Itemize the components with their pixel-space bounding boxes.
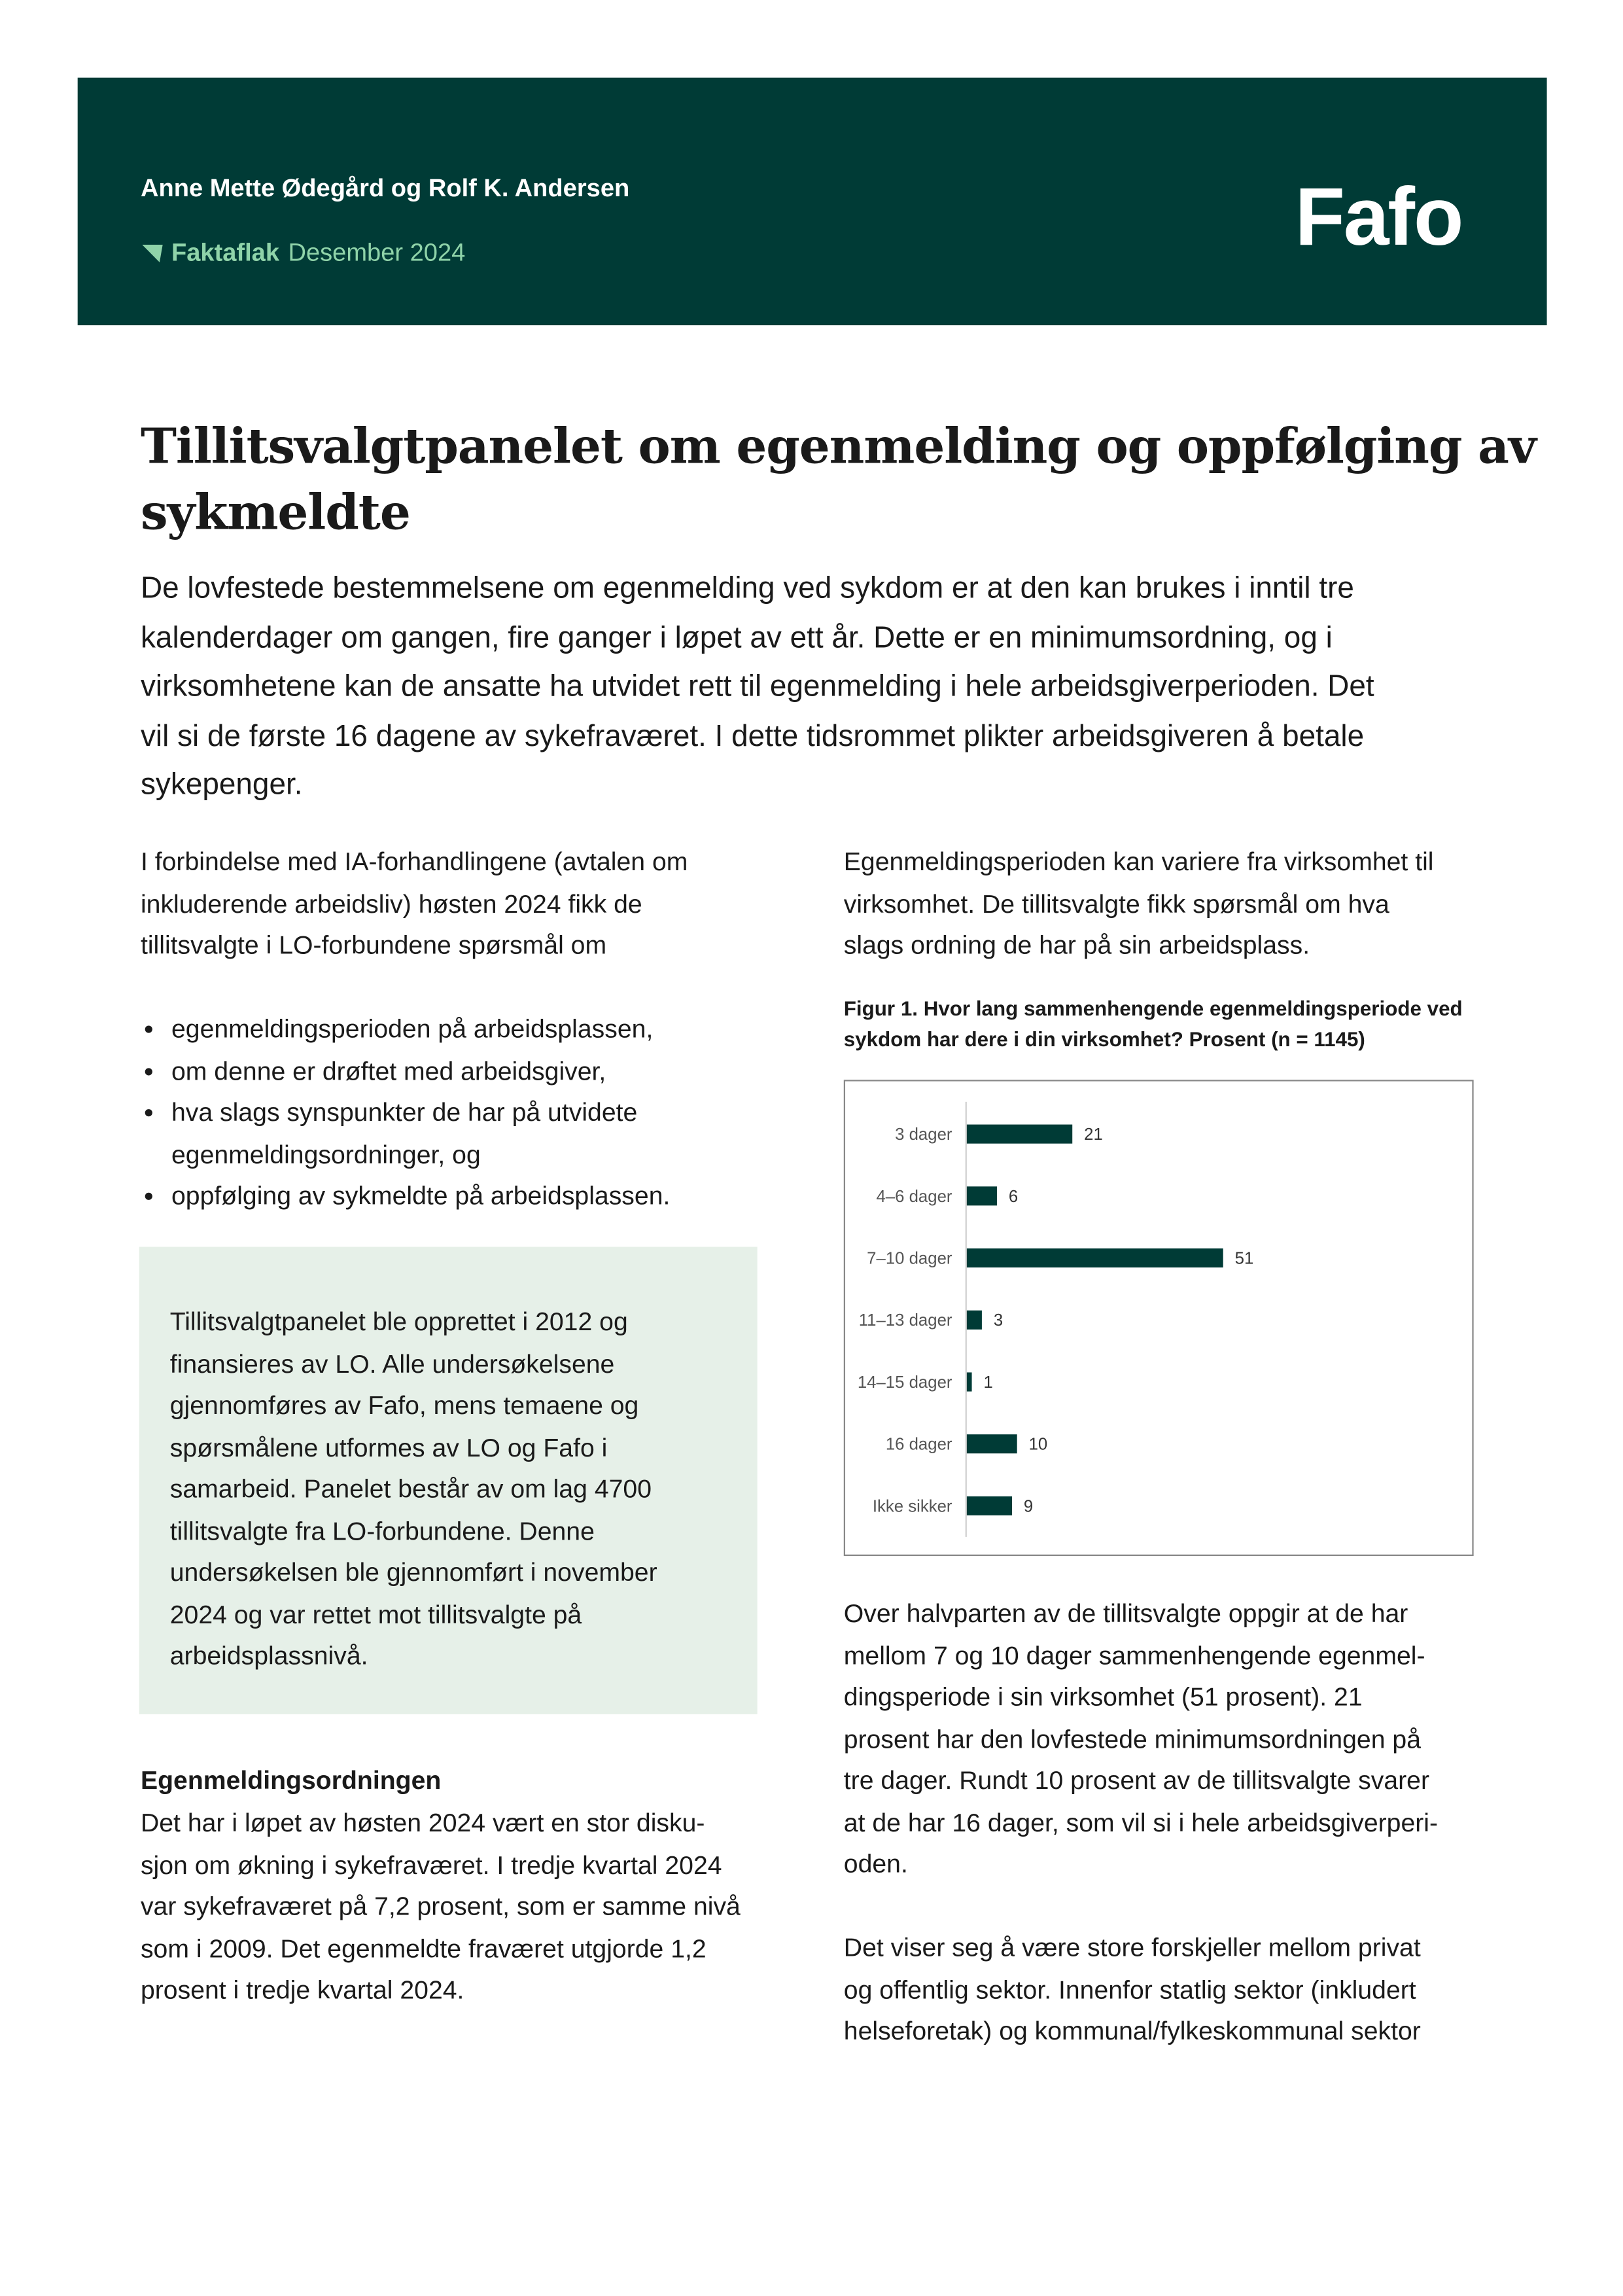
text-line: Det viser seg å være store forskjeller m… xyxy=(843,1932,1421,1962)
category-label: 16 dager xyxy=(886,1436,952,1454)
list-item: egenmeldingsperioden på arbeidsplassen, xyxy=(141,1008,670,1050)
bar xyxy=(966,1372,972,1392)
publication-date: Desember 2024 xyxy=(288,238,466,267)
text-line: De lovfestede bestemmelsene om egenmeldi… xyxy=(140,571,1354,605)
chart-frame: 3 dager 21 4–6 dager 6 7–10 dager 51 11–13 dag… xyxy=(843,1080,1474,1557)
text-line: Egenmeldingsperioden kan variere fra vir… xyxy=(843,847,1434,877)
text-line: slags ordning de har på sin arbeidsplass… xyxy=(843,930,1310,960)
text-line: mellom 7 og 10 dager sammenhengende egen… xyxy=(843,1640,1425,1670)
text-line: Over halvparten av de tillitsvalgte oppg… xyxy=(843,1598,1408,1628)
text-line: at de har 16 dager, som vil si i hele ar… xyxy=(843,1807,1439,1837)
value-label: 6 xyxy=(1009,1188,1018,1206)
text-line: Det har i løpet av høsten 2024 vært en s… xyxy=(140,1808,705,1837)
bullet-icon xyxy=(145,1109,152,1117)
authors: Anne Mette Ødegård og Rolf K. Andersen xyxy=(140,174,630,203)
page-title: Tillitsvalgtpanelet om egenmelding og op… xyxy=(140,413,1537,545)
text-line: virksomhetene kan de ansatte ha utvidet … xyxy=(140,669,1374,704)
text-line: Tillitsvalgtpanelet ble opprettet i 2012… xyxy=(169,1307,628,1337)
category-label: 11–13 dager xyxy=(859,1311,952,1330)
text-line: samarbeid. Panelet består av om lag 4700 xyxy=(169,1474,652,1504)
bar xyxy=(966,1186,997,1206)
list-item-text: oppfølging av sykmeldte på arbeidsplasse… xyxy=(171,1180,671,1210)
list-item: hva slags synspunkter de har på utvidete… xyxy=(141,1091,670,1175)
left-paragraph-2: Det har i løpet av høsten 2024 vært en s… xyxy=(141,1802,741,2011)
text-line: tillitsvalgte i LO-forbundene spørsmål o… xyxy=(140,930,607,960)
title-line: Tillitsvalgtpanelet om egenmelding og op… xyxy=(140,417,1537,475)
text-line: som i 2009. Det egenmeldte fraværet utgj… xyxy=(140,1933,707,1963)
value-label: 9 xyxy=(1024,1497,1033,1515)
right-paragraph-2: Over halvparten av de tillitsvalgte oppg… xyxy=(844,1593,1438,1885)
text-line: I forbindelse med IA-forhandlingene (avt… xyxy=(140,847,688,877)
text-line: og offentlig sektor. Innenfor statlig se… xyxy=(843,1974,1416,2004)
category-label: 14–15 dager xyxy=(858,1373,952,1392)
info-box-text: Tillitsvalgtpanelet ble opprettet i 2012… xyxy=(170,1301,657,1676)
category-label: 4–6 dager xyxy=(876,1188,952,1206)
list-item-text: egenmeldingsperioden på arbeidsplassen, xyxy=(171,1014,654,1044)
text-line: prosent i tredje kvartal 2024. xyxy=(140,1975,464,2005)
list-item: oppfølging av sykmeldte på arbeidsplasse… xyxy=(141,1175,670,1217)
left-paragraph-1: I forbindelse med IA-forhandlingene (avt… xyxy=(141,841,688,966)
section-heading: Egenmeldingsordningen xyxy=(140,1765,442,1795)
category-label: Ikke sikker xyxy=(873,1497,952,1515)
value-label: 3 xyxy=(994,1311,1003,1330)
category-label: 3 dager xyxy=(895,1125,952,1144)
text-line: undersøkelsen ble gjennomført i november xyxy=(169,1557,657,1587)
value-label: 1 xyxy=(983,1373,992,1392)
text-line: virksomhet. De tillitsvalgte fikk spørsm… xyxy=(843,889,1389,918)
value-label: 10 xyxy=(1029,1436,1048,1454)
bar xyxy=(966,1496,1013,1516)
intro-paragraph: De lovfestede bestemmelsene om egenmeldi… xyxy=(141,564,1374,810)
right-paragraph-3: Det viser seg å være store forskjeller m… xyxy=(844,1927,1421,2052)
text-line: sykepenger. xyxy=(140,768,303,802)
text-line: tillitsvalgte fra LO-forbundene. Denne xyxy=(169,1515,595,1545)
text-line: prosent har den lovfestede minimumsordni… xyxy=(843,1723,1421,1754)
text-line: gjennomføres av Fafo, mens temaene og xyxy=(169,1390,639,1420)
text-line: dingsperiode i sin virksomhet (51 prosen… xyxy=(843,1682,1363,1712)
series-line: Faktaflak Desember 2024 xyxy=(139,238,466,268)
triangle-icon xyxy=(139,244,163,262)
text-line: helseforetak) og kommunal/fylkeskommunal… xyxy=(843,2016,1421,2045)
list-item-text: hva slags synspunkter de har på utvidete xyxy=(171,1097,638,1127)
category-label: 7–10 dager xyxy=(867,1250,952,1268)
caption-line: sykdom har dere i din virksomhet? Prosen… xyxy=(843,1026,1365,1050)
bullet-list: egenmeldingsperioden på arbeidsplassen, o… xyxy=(141,1008,670,1217)
bullet-icon xyxy=(145,1025,152,1033)
bullet-icon xyxy=(145,1067,152,1075)
value-label: 21 xyxy=(1084,1125,1103,1144)
text-line: spørsmålene utformes av LO og Fafo i xyxy=(169,1432,608,1462)
caption-line: Figur 1. Hvor lang sammenhengende egenme… xyxy=(843,996,1463,1020)
text-line: finansieres av LO. Alle undersøkelsene xyxy=(169,1349,615,1378)
figure-caption: Figur 1. Hvor lang sammenhengende egenme… xyxy=(844,993,1463,1053)
list-item: om denne er drøftet med arbeidsgiver, xyxy=(141,1050,670,1091)
list-item-text: egenmeldingsordninger, og xyxy=(171,1139,481,1169)
text-line: inkluderende arbeidsliv) høsten 2024 fik… xyxy=(140,889,642,918)
bar xyxy=(966,1310,982,1330)
bar xyxy=(966,1248,1223,1268)
text-line: tre dager. Rundt 10 prosent av de tillit… xyxy=(843,1765,1430,1795)
bar xyxy=(966,1124,1073,1144)
value-label: 51 xyxy=(1235,1250,1254,1268)
bar xyxy=(966,1434,1017,1454)
text-line: 2024 og var rettet mot tillitsvalgte på xyxy=(169,1599,582,1629)
list-item-text: om denne er drøftet med arbeidsgiver, xyxy=(171,1055,606,1086)
series-name: Faktaflak xyxy=(171,238,280,267)
text-line: sjon om økning i sykefraværet. I tredje … xyxy=(140,1849,722,1879)
text-line: oden. xyxy=(843,1848,908,1879)
fafo-logo: Fafo xyxy=(1295,169,1463,262)
text-line: var sykefraværet på 7,2 prosent, som er … xyxy=(140,1891,741,1921)
header-banner: Anne Mette Ødegård og Rolf K. Andersen F… xyxy=(77,77,1547,326)
text-line: arbeidsplassnivå. xyxy=(169,1640,368,1670)
info-box: Tillitsvalgtpanelet ble opprettet i 2012… xyxy=(139,1246,758,1714)
text-line: vil si de første 16 dagene av sykefravær… xyxy=(140,718,1365,753)
bullet-icon xyxy=(145,1192,152,1200)
bar-chart: 3 dager 21 4–6 dager 6 7–10 dager 51 11–13 dag… xyxy=(858,1101,1254,1537)
title-line: sykmeldte xyxy=(140,483,411,541)
text-line: kalenderdager om gangen, fire ganger i l… xyxy=(140,620,1333,655)
right-paragraph-1: Egenmeldingsperioden kan variere fra vir… xyxy=(844,841,1434,966)
